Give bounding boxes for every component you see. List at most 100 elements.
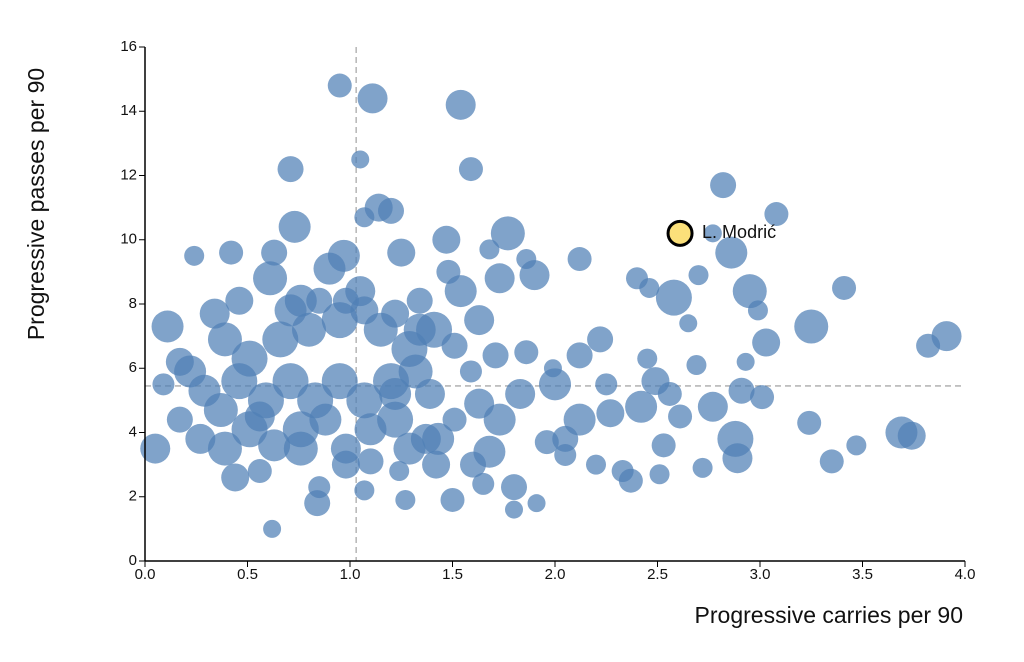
y-tick-label: 16 <box>120 38 137 55</box>
bubble <box>459 360 482 383</box>
bubble <box>464 388 495 419</box>
bubble <box>262 321 299 358</box>
bubble <box>395 489 416 510</box>
bubble <box>472 472 495 495</box>
bubble <box>432 225 461 254</box>
bubble <box>308 476 331 499</box>
bubble <box>916 333 941 358</box>
bubble <box>897 421 926 450</box>
bubble <box>479 239 500 260</box>
bubble <box>514 340 539 365</box>
bubble <box>688 265 709 286</box>
bubble <box>221 463 250 492</box>
bubble <box>403 313 436 346</box>
bubble <box>717 420 754 457</box>
bubble <box>277 156 304 183</box>
bubble <box>406 287 433 314</box>
bubble <box>484 263 515 294</box>
x-tick-label: 0.0 <box>135 566 156 583</box>
bubble <box>207 322 242 357</box>
bubble <box>710 172 737 199</box>
bubble <box>278 210 311 243</box>
bubble <box>534 430 559 455</box>
bubble <box>258 429 291 462</box>
bubble <box>587 326 614 353</box>
bubble <box>482 342 509 369</box>
bubble <box>244 401 275 432</box>
bubble <box>332 287 359 314</box>
bubble <box>750 385 775 410</box>
bubble <box>436 259 461 284</box>
highlight-label: L. Modrić <box>702 222 776 242</box>
bubble <box>728 377 755 404</box>
bubble <box>505 378 536 409</box>
bubble <box>639 277 660 298</box>
x-tick-label: 1.5 <box>442 566 463 583</box>
bubble <box>247 459 272 484</box>
bubble <box>752 328 781 357</box>
bubble <box>732 274 767 309</box>
bubble <box>794 309 829 344</box>
bubble <box>668 404 693 429</box>
bubble <box>166 406 193 433</box>
bubble <box>460 451 486 478</box>
bubble <box>357 448 384 475</box>
y-tick-label: 0 <box>129 552 137 569</box>
bubble <box>321 363 358 400</box>
y-tick-label: 14 <box>120 102 137 119</box>
bubble <box>625 390 658 423</box>
y-tick-label: 8 <box>129 295 137 312</box>
bubble <box>596 399 625 428</box>
x-tick-label: 3.5 <box>852 566 873 583</box>
bubble <box>501 474 527 501</box>
bubble <box>331 450 360 479</box>
bubble <box>263 519 282 538</box>
y-tick-label: 4 <box>129 423 137 440</box>
x-tick-label: 4.0 <box>955 566 976 583</box>
bubble <box>490 216 525 251</box>
bubble <box>715 236 748 269</box>
bubble <box>152 373 175 396</box>
bubble <box>185 423 216 454</box>
bubble <box>679 314 698 333</box>
bubble <box>519 260 550 291</box>
bubble <box>151 310 184 343</box>
bubble <box>611 460 634 483</box>
bubble <box>221 363 258 400</box>
bubble <box>552 425 579 452</box>
x-tick-label: 1.0 <box>340 566 361 583</box>
bubble <box>379 377 412 410</box>
bubble <box>440 487 465 512</box>
bubble <box>445 89 476 120</box>
x-tick-label: 0.5 <box>237 566 258 583</box>
bubble <box>747 300 768 321</box>
bubble <box>327 73 352 98</box>
x-axis-label: Progressive carries per 90 <box>695 602 963 628</box>
bubble <box>414 378 445 409</box>
bubble <box>184 245 205 266</box>
bubble <box>351 150 370 169</box>
bubble <box>354 480 375 501</box>
bubble <box>692 457 713 478</box>
bubble <box>219 240 244 265</box>
bubble <box>846 435 867 456</box>
bubble <box>306 287 333 314</box>
highlight-point <box>666 219 694 247</box>
x-tick-label: 3.0 <box>750 566 771 583</box>
bubble <box>441 332 468 359</box>
bubble <box>199 298 230 329</box>
x-tick-label: 2.0 <box>545 566 566 583</box>
bubble <box>354 207 375 228</box>
bubble <box>422 450 451 479</box>
y-tick-label: 2 <box>129 488 137 505</box>
bubble <box>539 368 571 401</box>
bubble <box>505 500 523 519</box>
bubble <box>458 157 483 182</box>
bubble <box>203 393 238 428</box>
bubble <box>567 247 592 272</box>
bubble <box>595 373 618 396</box>
bubble <box>764 202 789 227</box>
bubble <box>649 464 670 485</box>
bubble <box>641 367 670 396</box>
